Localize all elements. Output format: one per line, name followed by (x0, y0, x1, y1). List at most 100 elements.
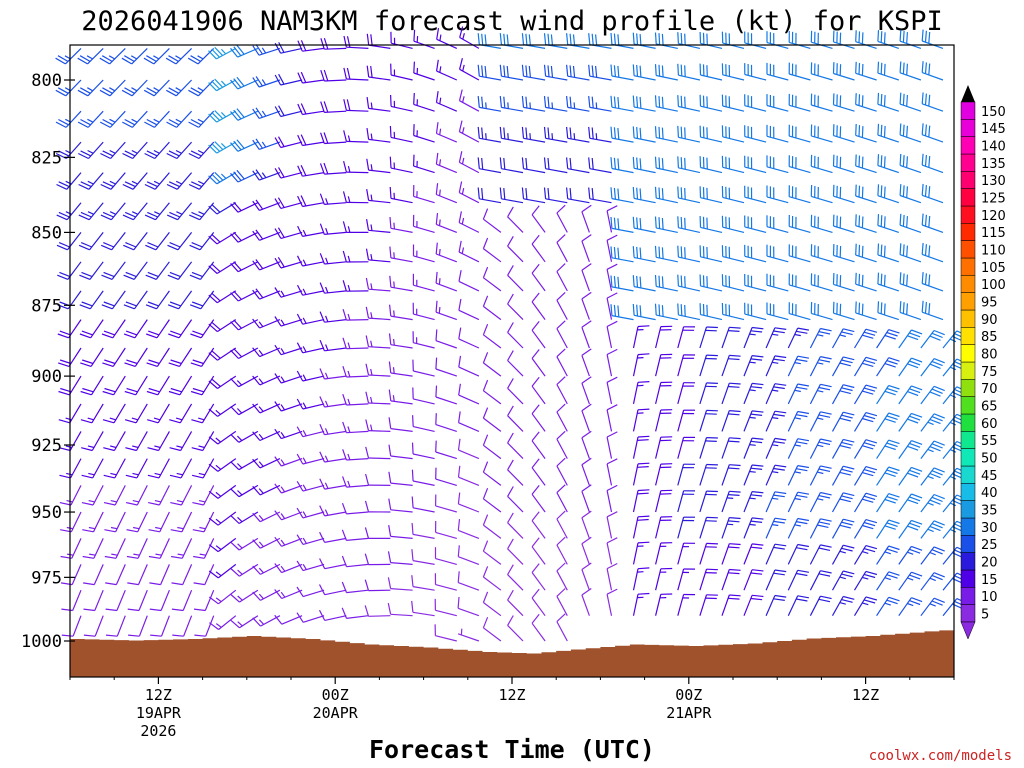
wind-barb (606, 588, 618, 616)
wind-barb (721, 594, 741, 616)
chart-title: 2026041906 NAM3KM forecast wind profile … (81, 6, 943, 37)
wind-barb (435, 385, 457, 405)
wind-barb (521, 96, 546, 112)
colorbar-cell (960, 483, 976, 501)
colorbar-label: 80 (981, 348, 998, 363)
wind-barb (388, 471, 413, 486)
wind-barb (853, 328, 878, 349)
wind-barb (366, 97, 391, 112)
wind-barb (556, 588, 568, 616)
wind-barb (521, 64, 546, 81)
wind-barb (104, 511, 126, 533)
wind-barb (721, 215, 745, 233)
colorbar-label: 120 (981, 209, 1006, 224)
wind-barb (190, 347, 215, 367)
wind-barb (123, 261, 148, 280)
wind-barb (81, 458, 104, 479)
wind-barb (103, 485, 126, 506)
wind-barb (556, 562, 568, 591)
wind-barb (411, 549, 435, 565)
wind-barb (877, 123, 899, 143)
wind-barb (655, 381, 673, 405)
wind-barb (699, 437, 718, 459)
wind-barb (677, 63, 701, 81)
wind-barb (766, 244, 789, 263)
wind-barb (677, 490, 696, 513)
wind-barb (319, 162, 347, 175)
wind-barb (274, 256, 303, 269)
wind-barb (320, 38, 347, 50)
wind-barb (809, 438, 832, 459)
wind-barb (342, 449, 369, 461)
wind-barb (457, 465, 480, 486)
wind-barb (124, 403, 148, 424)
wind-barb (366, 218, 391, 233)
wind-barb (632, 353, 650, 377)
wind-barb (507, 405, 524, 432)
wind-barb (274, 456, 303, 467)
wind-barb (507, 206, 524, 233)
wind-barb (721, 63, 745, 81)
wind-barb (319, 193, 347, 205)
y-tick-label: 925 (31, 436, 62, 456)
wind-barb (831, 356, 855, 377)
wind-barb (101, 290, 126, 310)
wind-barb (788, 214, 811, 233)
wind-barb (787, 410, 810, 432)
wind-barb (296, 534, 325, 545)
colorbar-cell (960, 465, 976, 484)
wind-barb (699, 156, 723, 174)
wind-barb (170, 511, 193, 533)
wind-barb (721, 155, 745, 174)
wind-barb (435, 357, 457, 377)
wind-barb (274, 483, 303, 494)
wind-barb (655, 463, 673, 486)
wind-barb (744, 244, 767, 263)
colorbar-cell (960, 535, 976, 553)
wind-barb (274, 373, 303, 384)
wind-barb (122, 172, 148, 190)
wind-barb (699, 568, 718, 591)
wind-barb (765, 327, 787, 349)
wind-barb (654, 245, 678, 263)
wind-barb (389, 125, 413, 143)
wind-barb (319, 531, 347, 543)
wind-barb (127, 589, 148, 612)
wind-barb (899, 153, 922, 174)
wind-barb (482, 461, 502, 486)
wind-barb (743, 355, 764, 377)
wind-barb (252, 430, 281, 442)
wind-barb (788, 244, 811, 263)
wind-barb (899, 213, 922, 233)
x-tick-label: 2026 (140, 722, 176, 740)
wind-barb (632, 408, 650, 432)
wind-barb (853, 466, 878, 486)
wind-barb (80, 347, 104, 367)
wind-barb (274, 227, 303, 239)
wind-barb (343, 130, 369, 143)
wind-barb (765, 437, 787, 459)
wind-barb (920, 440, 945, 459)
wind-barb (677, 326, 696, 349)
wind-barb (743, 382, 764, 405)
wind-barb (655, 489, 673, 513)
wind-barb (855, 214, 877, 233)
wind-barb (188, 79, 215, 97)
wind-barb (531, 563, 546, 591)
wind-barb (787, 355, 810, 377)
wind-barb (766, 215, 789, 233)
wind-barb (56, 202, 82, 221)
wind-barb (319, 311, 347, 323)
wind-barb (318, 609, 347, 621)
wind-barb (390, 63, 413, 81)
wind-barb (171, 538, 193, 559)
wind-barb (189, 261, 215, 280)
wind-barb (899, 92, 922, 112)
colorbar-cell (960, 223, 976, 241)
wind-barb (606, 458, 618, 486)
wind-barb (144, 202, 170, 221)
colorbar-label: 40 (981, 486, 998, 501)
wind-barb (387, 602, 413, 617)
wind-barb (632, 462, 650, 486)
wind-barb (832, 214, 855, 233)
